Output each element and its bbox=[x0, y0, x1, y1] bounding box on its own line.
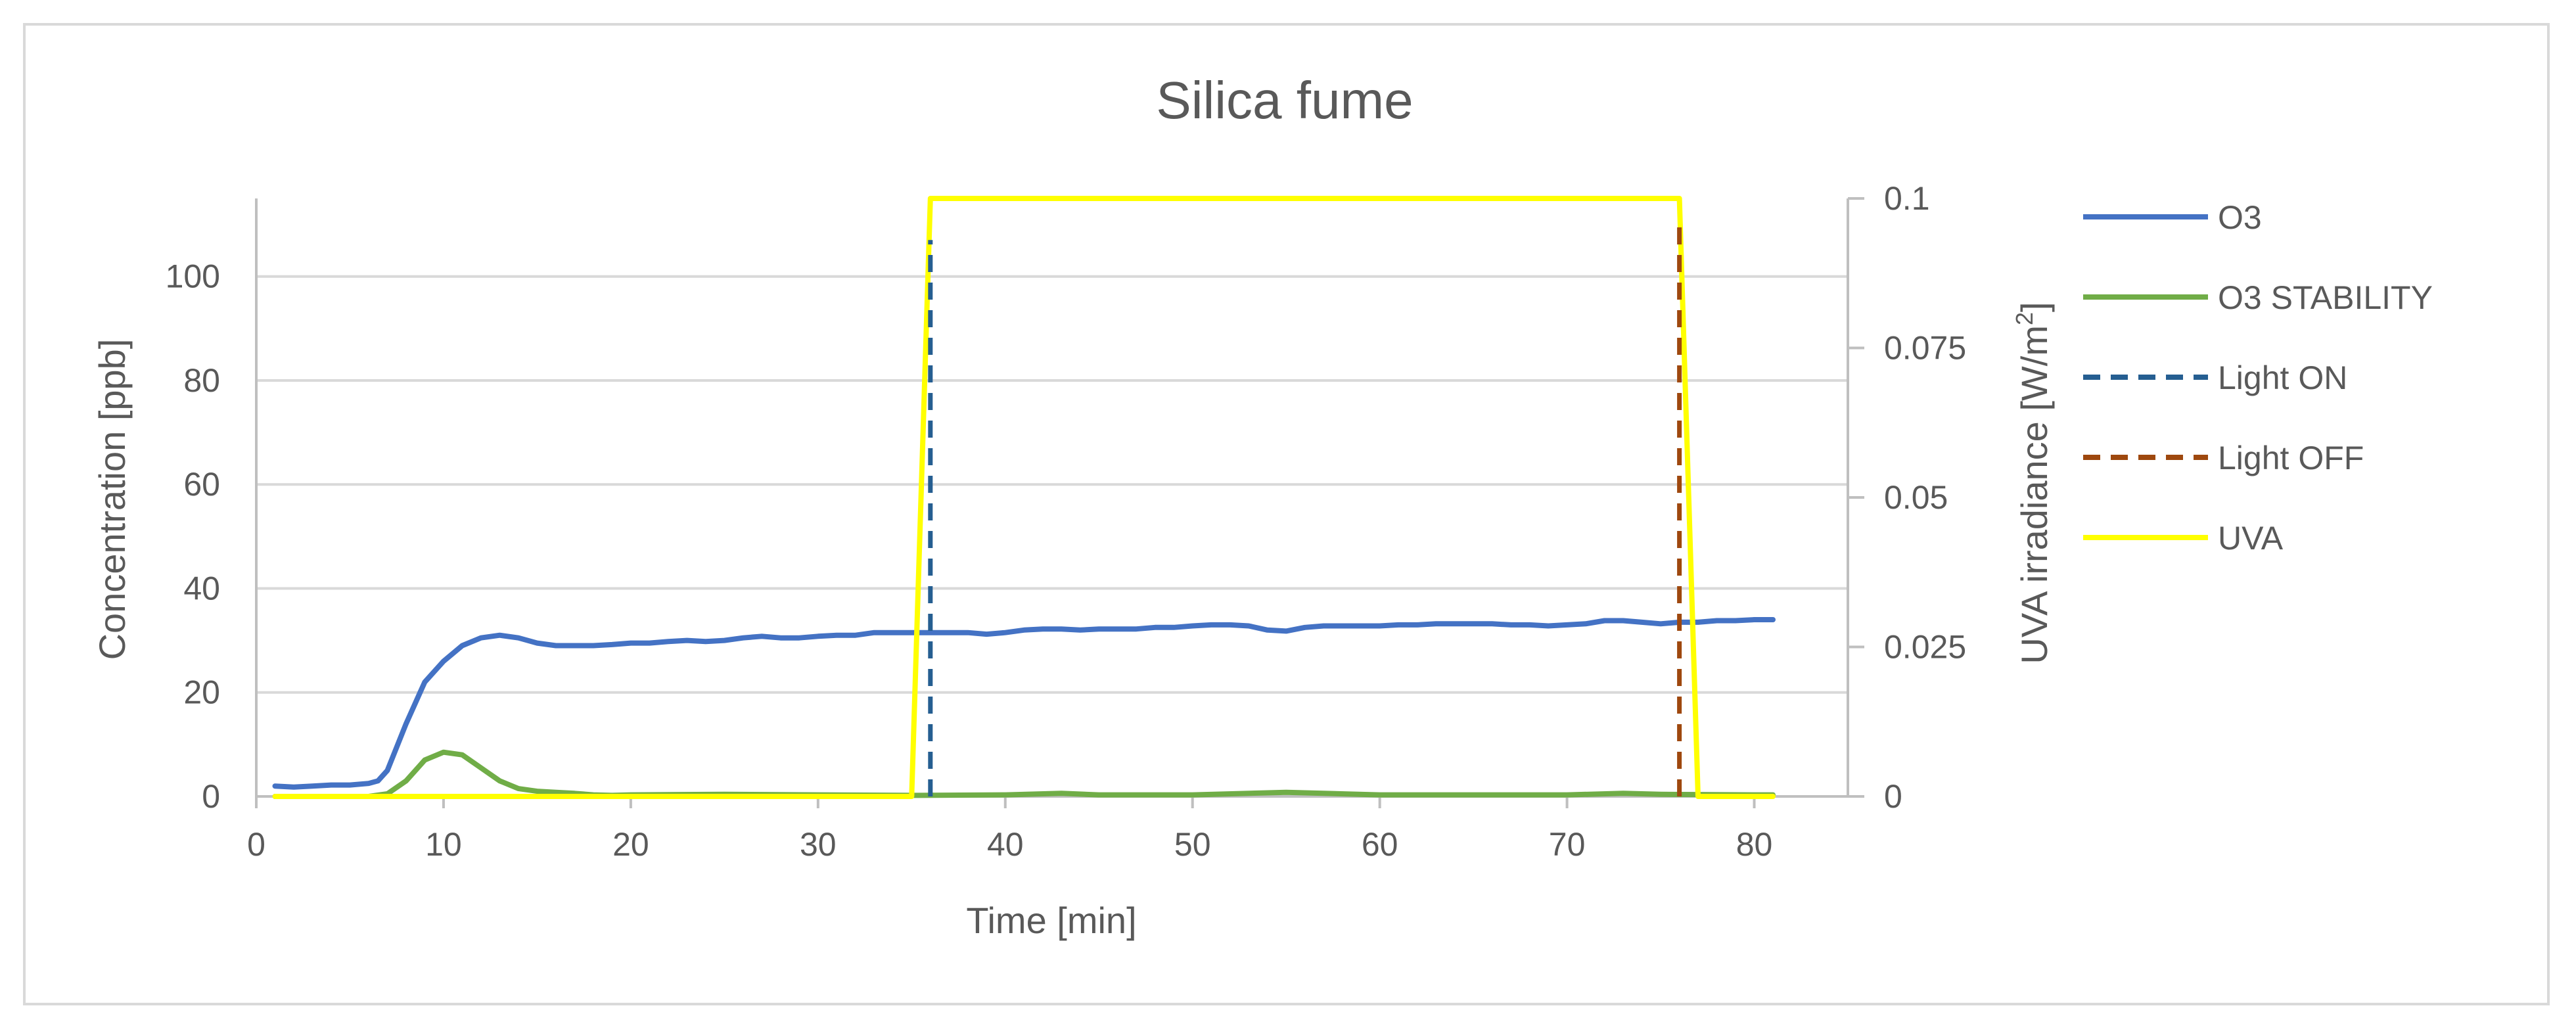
series-uva-line bbox=[272, 196, 1776, 799]
x-tick-label: 20 bbox=[612, 826, 649, 863]
y-left-tick-label: 0 bbox=[202, 778, 220, 815]
y-right-tick-label: 0 bbox=[1884, 778, 1902, 815]
x-tick-label: 50 bbox=[1174, 826, 1211, 863]
x-tick-label: 30 bbox=[800, 826, 837, 863]
y-left-tick-label: 20 bbox=[183, 674, 220, 711]
y-right-axis-title-close: ] bbox=[2013, 302, 2055, 312]
legend-label: Light OFF bbox=[2218, 440, 2364, 476]
y-right-axis-ticks: 0 0.025 0.05 0.075 0.1 bbox=[1848, 180, 1966, 815]
legend: O3 O3 STABILITY Light ON Light OFF UVA bbox=[2083, 199, 2433, 557]
chart-title: Silica fume bbox=[1156, 71, 1413, 129]
chart-frame bbox=[23, 23, 2550, 1005]
x-tick-label: 80 bbox=[1736, 826, 1773, 863]
y-left-tick-label: 100 bbox=[166, 258, 220, 295]
y-right-tick-label: 0.1 bbox=[1884, 180, 1930, 217]
y-left-tick-label: 80 bbox=[183, 362, 220, 399]
axes bbox=[255, 198, 1849, 798]
legend-label: UVA bbox=[2218, 520, 2284, 557]
x-tick-label: 70 bbox=[1549, 826, 1586, 863]
y-left-tick-label: 40 bbox=[183, 570, 220, 607]
y-left-axis-ticks: 0 20 40 60 80 100 bbox=[166, 258, 220, 815]
series-group bbox=[272, 196, 1776, 799]
x-tick-label: 10 bbox=[425, 826, 462, 863]
x-axis-ticks: 0 10 20 30 40 50 60 70 80 bbox=[247, 796, 1772, 863]
y-right-tick-label: 0.05 bbox=[1884, 479, 1948, 516]
x-axis-title: Time [min] bbox=[966, 900, 1136, 941]
y-left-axis-title: Concentration [ppb] bbox=[91, 339, 133, 660]
x-tick-label: 60 bbox=[1362, 826, 1398, 863]
legend-label: O3 bbox=[2218, 199, 2262, 236]
x-tick-label: 40 bbox=[987, 826, 1024, 863]
x-tick-label: 0 bbox=[247, 826, 265, 863]
y-right-tick-label: 0.075 bbox=[1884, 330, 1966, 367]
series-o3-stability-line bbox=[272, 749, 1776, 799]
y-right-axis-title: UVA irradiance [W/m2] bbox=[2011, 302, 2055, 664]
legend-label: Light ON bbox=[2218, 359, 2347, 396]
grid bbox=[256, 275, 1848, 798]
legend-label: O3 STABILITY bbox=[2218, 279, 2433, 316]
series-o3-line bbox=[272, 617, 1776, 790]
y-right-axis-title-sup: 2 bbox=[2011, 312, 2038, 325]
y-right-axis-title-main: UVA irradiance [W/m bbox=[2013, 325, 2055, 664]
y-left-tick-label: 60 bbox=[183, 466, 220, 503]
y-right-tick-label: 0.025 bbox=[1884, 629, 1966, 666]
